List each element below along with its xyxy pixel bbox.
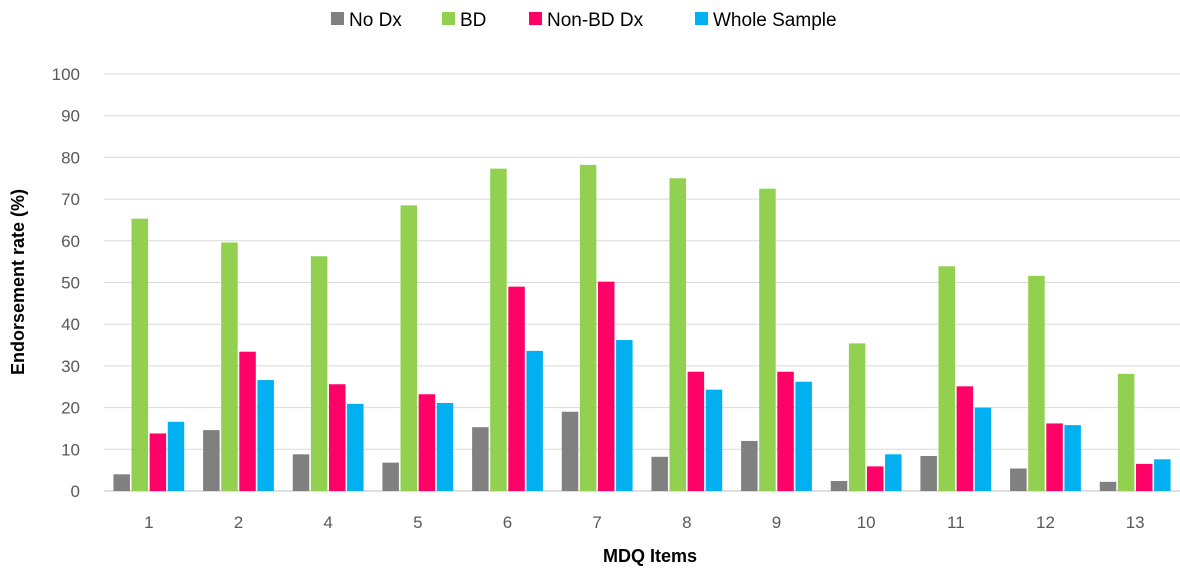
bar-no-dx-1 bbox=[113, 474, 130, 491]
bar-bd-5 bbox=[400, 205, 418, 492]
bar-non-bd-dx-11 bbox=[956, 386, 974, 491]
y-tick-label: 30 bbox=[61, 357, 80, 376]
bar-no-dx-5 bbox=[382, 462, 399, 491]
bar-non-bd-dx-6 bbox=[508, 286, 525, 491]
bar-bd-6 bbox=[490, 168, 507, 491]
bar-no-dx-7 bbox=[561, 411, 579, 491]
legend-swatch-whole-sample bbox=[695, 12, 708, 25]
legend-label-non-bd-dx: Non-BD Dx bbox=[547, 10, 644, 31]
x-tick-label: 13 bbox=[1126, 513, 1145, 532]
y-tick-label: 70 bbox=[61, 190, 80, 209]
x-tick-label: 2 bbox=[234, 513, 243, 532]
x-axis-ticks: 1 2 4 5 6 7 8 9 10 11 12 13 bbox=[144, 513, 1145, 532]
x-tick-label: 4 bbox=[323, 513, 332, 532]
bar-whole-sample-4 bbox=[347, 403, 364, 491]
bar-whole-sample-11 bbox=[974, 407, 992, 491]
bar-whole-sample-12 bbox=[1064, 425, 1081, 491]
legend-label-whole-sample: Whole Sample bbox=[713, 10, 837, 31]
bar-bd-7 bbox=[579, 164, 597, 491]
bar-no-dx-13 bbox=[1099, 481, 1117, 491]
legend-swatch-bd bbox=[442, 12, 455, 25]
bar-bd-1 bbox=[131, 218, 149, 491]
y-tick-label: 60 bbox=[61, 232, 80, 251]
bar-whole-sample-2 bbox=[257, 380, 274, 491]
bar-no-dx-11 bbox=[920, 455, 937, 491]
x-tick-label: 8 bbox=[682, 513, 691, 532]
bar-whole-sample-5 bbox=[436, 403, 454, 491]
x-tick-label: 5 bbox=[413, 513, 422, 532]
bar-non-bd-dx-1 bbox=[149, 433, 167, 491]
bars bbox=[113, 164, 1171, 492]
gridlines bbox=[104, 73, 1180, 492]
bar-whole-sample-1 bbox=[167, 421, 185, 491]
bar-whole-sample-7 bbox=[616, 340, 633, 491]
bar-bd-12 bbox=[1028, 275, 1045, 491]
bar-no-dx-4 bbox=[292, 454, 310, 491]
bar-whole-sample-10 bbox=[885, 454, 902, 491]
bar-whole-sample-13 bbox=[1154, 459, 1171, 491]
bar-non-bd-dx-9 bbox=[777, 371, 794, 491]
bar-no-dx-8 bbox=[651, 456, 668, 491]
y-tick-label: 80 bbox=[61, 148, 80, 167]
bar-non-bd-dx-2 bbox=[239, 351, 256, 491]
bar-bd-2 bbox=[221, 242, 238, 491]
x-tick-label: 10 bbox=[857, 513, 876, 532]
bar-whole-sample-8 bbox=[705, 389, 723, 491]
bar-non-bd-dx-4 bbox=[328, 384, 346, 491]
x-tick-label: 6 bbox=[503, 513, 512, 532]
bar-bd-13 bbox=[1117, 373, 1135, 491]
bar-no-dx-12 bbox=[1010, 468, 1027, 491]
bar-non-bd-dx-12 bbox=[1046, 423, 1063, 491]
y-tick-label: 100 bbox=[52, 65, 80, 84]
y-tick-label: 90 bbox=[61, 107, 80, 126]
y-tick-label: 10 bbox=[61, 440, 80, 459]
legend-label-bd: BD bbox=[460, 10, 486, 31]
legend-swatch-non-bd-dx bbox=[529, 12, 542, 25]
bar-no-dx-2 bbox=[203, 430, 220, 491]
bar-bd-8 bbox=[669, 178, 687, 491]
y-tick-label: 50 bbox=[61, 274, 80, 293]
bar-bd-11 bbox=[938, 266, 956, 491]
y-tick-label: 20 bbox=[61, 399, 80, 418]
bar-bd-4 bbox=[310, 256, 328, 491]
x-tick-label: 7 bbox=[592, 513, 601, 532]
x-tick-label: 9 bbox=[772, 513, 781, 532]
y-axis-title: Endorsement rate (%) bbox=[8, 189, 28, 375]
y-tick-label: 40 bbox=[61, 315, 80, 334]
bar-non-bd-dx-8 bbox=[687, 371, 705, 491]
x-tick-label: 11 bbox=[947, 513, 965, 532]
legend-swatch-no-dx bbox=[331, 12, 344, 25]
bar-whole-sample-6 bbox=[526, 350, 543, 491]
x-axis-title: MDQ Items bbox=[603, 546, 697, 566]
y-axis-ticks: 0 10 20 30 40 50 60 70 80 90 100 bbox=[52, 65, 80, 501]
bar-non-bd-dx-7 bbox=[597, 281, 615, 491]
x-tick-label: 1 bbox=[144, 513, 153, 532]
bar-non-bd-dx-5 bbox=[418, 394, 436, 491]
y-tick-label: 0 bbox=[71, 482, 80, 501]
legend: No Dx BD Non-BD Dx Whole Sample bbox=[331, 10, 837, 31]
bar-whole-sample-9 bbox=[795, 381, 812, 491]
bar-bd-10 bbox=[848, 343, 866, 491]
x-tick-label: 12 bbox=[1036, 513, 1055, 532]
bar-non-bd-dx-13 bbox=[1135, 463, 1153, 491]
bar-no-dx-10 bbox=[830, 480, 848, 491]
legend-label-no-dx: No Dx bbox=[349, 10, 402, 31]
bar-no-dx-6 bbox=[472, 427, 489, 491]
bar-non-bd-dx-10 bbox=[866, 466, 884, 491]
bar-bd-9 bbox=[759, 188, 776, 492]
bar-no-dx-9 bbox=[741, 440, 758, 491]
